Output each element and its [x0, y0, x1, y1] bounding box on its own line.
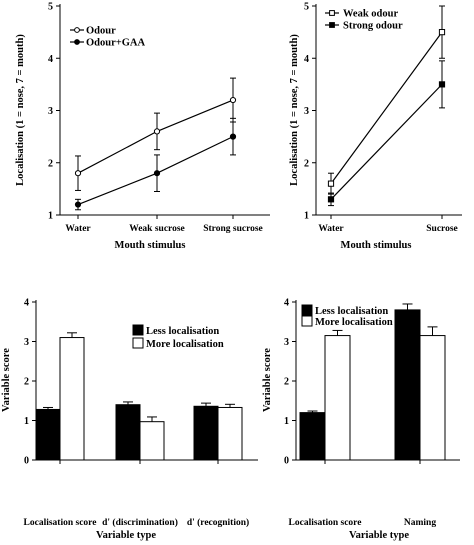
y-tick-label: 2	[284, 377, 289, 388]
x-axis-label: Variable type	[349, 530, 409, 541]
data-point	[229, 133, 237, 140]
x-tick-label: Localisation score	[289, 518, 362, 528]
legend-swatch	[132, 324, 144, 336]
x-axis-label: Mouth stimulus	[115, 240, 186, 251]
x-tick-label: Localisation score	[24, 518, 97, 528]
chart-3: 0 1 2 3 4 Localisation score d' (discriminatio…	[1, 298, 258, 541]
y-tick-label: 3	[48, 106, 53, 117]
legend-marker	[329, 10, 335, 16]
y-tick-label: 5	[48, 2, 53, 13]
data-point	[153, 128, 161, 135]
data-point	[327, 196, 335, 203]
y-tick-label: 4	[284, 298, 289, 309]
y-tick-label: 2	[48, 158, 53, 169]
legend-marker	[74, 27, 80, 33]
y-tick-label: 2	[24, 377, 29, 388]
y-tick-label: 3	[284, 337, 289, 348]
bar	[394, 309, 421, 461]
legend-marker	[74, 39, 80, 45]
legend-marker	[329, 22, 335, 28]
y-tick-label: 2	[304, 158, 309, 169]
data-point	[438, 29, 446, 36]
y-axis-label: Localisation (1 = nose, 7 = mouth)	[289, 34, 300, 186]
legend-label: More localisation	[315, 317, 393, 328]
legend-label: Less localisation	[146, 326, 219, 337]
legend-swatch	[301, 315, 313, 327]
data-point	[327, 180, 335, 187]
bar	[217, 406, 243, 461]
bar	[115, 404, 141, 461]
y-axis-label: Localisation (1 = nose, 7 = mouth)	[15, 34, 26, 186]
x-tick-label: Water	[318, 224, 344, 234]
x-axis-label: Variable type	[96, 530, 156, 541]
bar	[193, 405, 219, 461]
legend-label: More localisation	[146, 339, 224, 350]
y-tick-label: 4	[304, 54, 309, 65]
bar	[299, 412, 326, 461]
chart-2: 1 2 3 4 5 Water Sucrose Mouth stimulus Localisat…	[289, 2, 462, 251]
y-tick-label: 4	[24, 298, 29, 309]
y-tick-label: 3	[304, 106, 309, 117]
legend-label: Strong odour	[343, 21, 403, 32]
data-point	[74, 170, 82, 177]
legend-swatch	[132, 337, 144, 349]
bar	[139, 421, 165, 461]
data-point	[229, 96, 237, 104]
data-point	[153, 170, 161, 177]
chart-1: 1 2 3 4 5 Water Weak sucrose Strong sucrose Mout…	[15, 2, 270, 251]
y-tick-label: 0	[284, 456, 289, 467]
y-tick-label: 1	[304, 211, 309, 222]
y-tick-label: 5	[304, 2, 309, 13]
data-point	[438, 81, 446, 88]
x-axis-label: Mouth stimulus	[341, 240, 412, 251]
series-line	[330, 31, 443, 185]
x-tick-label: Strong sucrose	[203, 224, 263, 234]
y-tick-label: 4	[48, 54, 53, 65]
legend-label: Odour	[86, 26, 116, 37]
y-axis-label: Variable score	[1, 348, 12, 412]
x-tick-label: d' (recognition)	[187, 517, 249, 528]
bar	[35, 408, 61, 461]
x-tick-label: Water	[65, 224, 91, 234]
y-axis-label: Variable score	[262, 348, 273, 412]
bar	[59, 337, 85, 461]
x-tick-label: Naming	[404, 518, 436, 528]
x-tick-label: Sucrose	[426, 224, 458, 234]
data-point	[74, 201, 82, 208]
bar	[324, 335, 351, 461]
chart-4: 0 1 2 3 4 Localisation score Naming Variable ty…	[262, 298, 460, 541]
y-tick-label: 1	[24, 416, 29, 427]
legend-label: Odour+GAA	[86, 38, 145, 49]
y-tick-label: 1	[284, 416, 289, 427]
y-tick-label: 3	[24, 337, 29, 348]
bar	[419, 335, 446, 461]
series-line	[77, 99, 234, 174]
x-tick-label: d' (discrimination)	[102, 517, 178, 528]
series-line	[330, 83, 443, 200]
y-tick-label: 1	[48, 211, 53, 222]
legend-label: Less localisation	[315, 306, 388, 317]
y-tick-label: 0	[24, 456, 29, 467]
legend-label: Weak odour	[343, 9, 398, 20]
legend-swatch	[301, 304, 313, 316]
x-tick-label: Weak sucrose	[129, 224, 185, 234]
